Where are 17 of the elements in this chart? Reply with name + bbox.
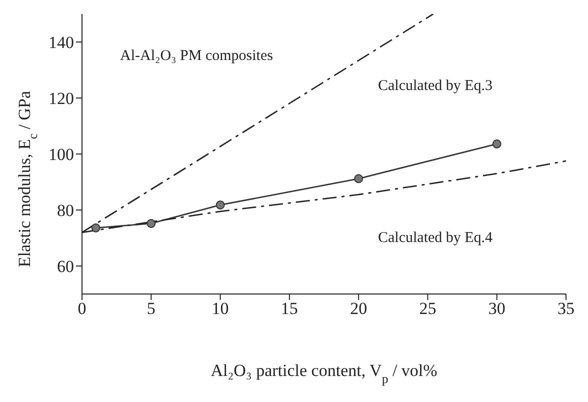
x-axis-title: Al₂O₃ particle content, V$_{p}$ / vol%: [210, 361, 438, 386]
x-tick-label: 0: [78, 299, 86, 318]
x-tick-label: 25: [419, 299, 436, 318]
x-tick-label: 20: [350, 299, 368, 318]
series-label: Calculated by Eq.3: [378, 78, 493, 95]
x-tick-label: 5: [146, 299, 156, 318]
annotation: Al-Al₂O₃ PM composites: [120, 48, 273, 65]
y-tick-label: 80: [57, 201, 74, 220]
x-tick-label: 30: [488, 299, 506, 318]
text: Calculated by Eq.4: [378, 230, 493, 247]
y-tick-label: 100: [48, 145, 74, 164]
y-tick-label: 60: [57, 257, 74, 276]
y-tick-label: 120: [48, 89, 74, 108]
x-tick-label: 15: [280, 299, 298, 318]
x-tick-label: 35: [558, 299, 574, 318]
y-tick-label: 140: [48, 33, 74, 52]
x-tick-label: 10: [212, 299, 229, 318]
